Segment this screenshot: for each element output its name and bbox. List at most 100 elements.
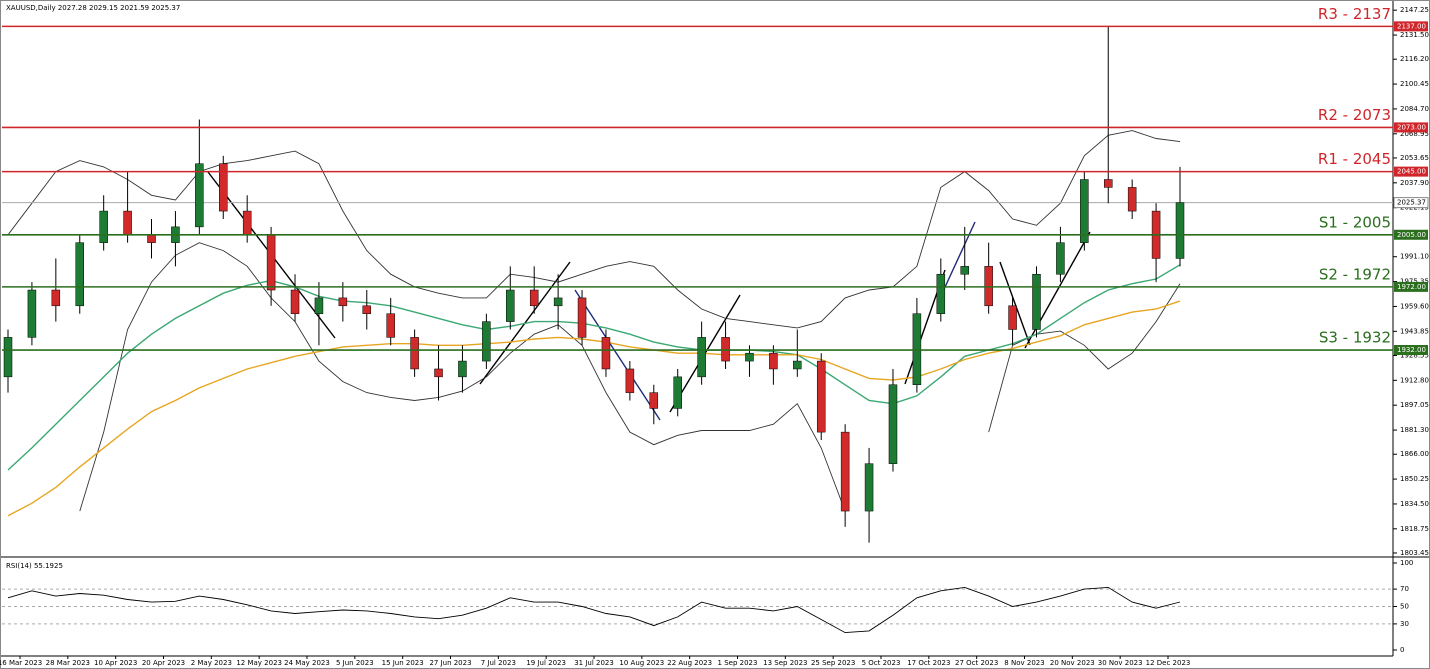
level-label: S2 - 1972 bbox=[1319, 265, 1391, 283]
level-price-box bbox=[1394, 166, 1428, 177]
x-tick-label: 31 Jul 2023 bbox=[574, 659, 614, 667]
y-tick-label: 1881.30 bbox=[1400, 426, 1429, 434]
x-tick-label: 27 Jun 2023 bbox=[429, 659, 471, 667]
x-tick-label: 20 Nov 2023 bbox=[1050, 659, 1095, 667]
candle-body bbox=[529, 289, 539, 307]
candle-body bbox=[290, 289, 300, 314]
candle-body bbox=[577, 297, 587, 338]
rsi-title: RSI(14) 55.1925 bbox=[6, 562, 63, 570]
x-tick-label: 2 May 2023 bbox=[191, 659, 232, 667]
candle-body bbox=[1008, 305, 1017, 330]
level-price-label: 2137.00 bbox=[1397, 22, 1426, 30]
candle-body bbox=[266, 234, 276, 291]
y-tick-label: 1943.85 bbox=[1400, 327, 1429, 335]
y-tick-label: 1803.45 bbox=[1400, 549, 1429, 557]
x-tick-label: 30 Nov 2023 bbox=[1098, 659, 1143, 667]
candle-body bbox=[314, 297, 324, 314]
x-tick-label: 27 Oct 2023 bbox=[955, 659, 998, 667]
level-price-box bbox=[1394, 281, 1428, 292]
candle-body bbox=[1175, 202, 1185, 259]
candle-body bbox=[1032, 273, 1041, 330]
candle-body bbox=[673, 376, 682, 409]
candle-body bbox=[458, 360, 467, 378]
rsi-tick-label: 30 bbox=[1400, 620, 1409, 628]
level-price-label: 2045.00 bbox=[1397, 168, 1426, 176]
indicator-line bbox=[7, 264, 1181, 471]
candle-body bbox=[1056, 242, 1065, 275]
last-price-label: 2025.37 bbox=[1397, 199, 1426, 207]
candle-body bbox=[434, 368, 443, 378]
candle-body bbox=[1127, 187, 1137, 212]
candle-body bbox=[27, 289, 37, 338]
y-tick-label: 2147.25 bbox=[1400, 6, 1429, 14]
candle-body bbox=[816, 360, 826, 433]
level-price-box bbox=[1394, 345, 1428, 356]
x-tick-label: 22 Aug 2023 bbox=[667, 659, 712, 667]
x-tick-label: 5 Oct 2023 bbox=[862, 659, 901, 667]
x-tick-label: 15 Jun 2023 bbox=[382, 659, 424, 667]
candle-body bbox=[362, 305, 372, 314]
level-label: R3 - 2137 bbox=[1318, 5, 1391, 23]
candle-body bbox=[745, 352, 754, 362]
level-price-label: 1932.00 bbox=[1397, 346, 1426, 354]
x-tick-label: 8 Nov 2023 bbox=[1004, 659, 1044, 667]
x-tick-label: 24 May 2023 bbox=[284, 659, 330, 667]
y-tick-label: 2116.20 bbox=[1400, 55, 1429, 63]
candle-body bbox=[482, 321, 491, 362]
candle-body bbox=[960, 266, 969, 275]
candle-body bbox=[147, 234, 156, 243]
level-label: S1 - 2005 bbox=[1319, 213, 1391, 231]
y-tick-label: 1866.00 bbox=[1400, 450, 1429, 458]
x-tick-label: 5 Jun 2023 bbox=[336, 659, 374, 667]
level-price-box bbox=[1394, 21, 1428, 32]
candle-body bbox=[3, 337, 13, 378]
candle-body bbox=[697, 337, 706, 378]
candle-body bbox=[219, 163, 228, 212]
x-tick-label: 13 Sep 2023 bbox=[763, 659, 807, 667]
x-tick-label: 7 Jul 2023 bbox=[481, 659, 516, 667]
y-tick-label: 1959.60 bbox=[1400, 302, 1429, 310]
level-price-label: 2073.00 bbox=[1397, 123, 1426, 131]
level-label: R2 - 2073 bbox=[1318, 106, 1391, 124]
candle-body bbox=[793, 360, 802, 370]
candle-body bbox=[1080, 179, 1089, 243]
candle-body bbox=[888, 384, 898, 464]
y-tick-label: 2053.65 bbox=[1400, 154, 1429, 162]
candle-body bbox=[242, 210, 252, 236]
y-tick-label: 2131.50 bbox=[1400, 31, 1429, 39]
y-tick-label: 1928.55 bbox=[1400, 351, 1429, 359]
level-price-label: 1972.00 bbox=[1397, 283, 1426, 291]
x-tick-label: 28 Mar 2023 bbox=[46, 659, 90, 667]
candle-body bbox=[1103, 179, 1113, 188]
candle-body bbox=[649, 392, 659, 409]
level-price-box bbox=[1394, 229, 1428, 240]
candle-body bbox=[51, 289, 61, 307]
x-tick-label: 19 Jul 2023 bbox=[526, 659, 566, 667]
trend-line bbox=[574, 289, 661, 421]
last-price-box bbox=[1393, 197, 1429, 209]
x-tick-label: 1 Sep 2023 bbox=[718, 659, 758, 667]
candle-body bbox=[506, 289, 515, 322]
y-tick-label: 1834.50 bbox=[1400, 500, 1429, 508]
y-tick-label: 1912.80 bbox=[1400, 376, 1429, 384]
candle-body bbox=[195, 163, 204, 228]
candle-body bbox=[864, 463, 874, 512]
x-tick-label: 20 Apr 2023 bbox=[142, 659, 185, 667]
candle-body bbox=[386, 313, 395, 338]
y-tick-label: 2100.45 bbox=[1400, 80, 1429, 88]
x-tick-label: 17 Oct 2023 bbox=[907, 659, 950, 667]
trend-line bbox=[999, 261, 1031, 346]
indicator-line bbox=[7, 300, 1181, 517]
y-tick-label: 2084.70 bbox=[1400, 105, 1429, 113]
candle-body bbox=[553, 297, 563, 307]
level-label: S3 - 1932 bbox=[1319, 329, 1391, 347]
candle-body bbox=[338, 297, 348, 307]
candle-body bbox=[410, 337, 419, 370]
candle-body bbox=[75, 242, 85, 307]
candle-body bbox=[123, 210, 132, 236]
x-tick-label: 10 Aug 2023 bbox=[619, 659, 664, 667]
y-tick-label: 1975.35 bbox=[1400, 278, 1429, 286]
candle-body bbox=[99, 210, 108, 243]
